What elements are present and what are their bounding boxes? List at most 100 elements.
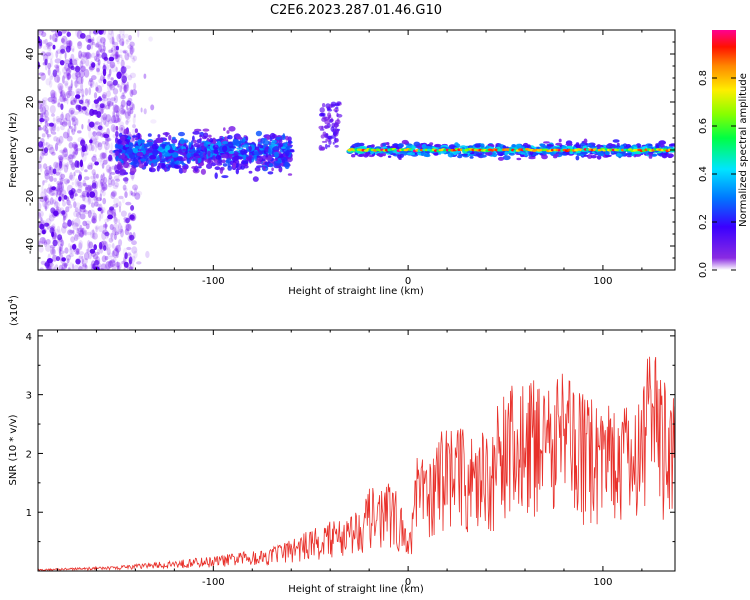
heatmap-cell: [186, 158, 190, 162]
heatmap-cell: [62, 200, 66, 207]
heatmap-cell: [580, 151, 588, 155]
heatmap-cell: [92, 254, 99, 260]
heatmap-cell: [100, 152, 107, 160]
heatmap-cell: [65, 112, 71, 122]
heatmap-cell: [67, 85, 73, 93]
heatmap-cell: [101, 255, 107, 263]
heatmap-cell: [65, 45, 71, 53]
heatmap-cell: [64, 163, 69, 168]
heatmap-cell: [528, 156, 536, 160]
heatmap-cell: [195, 157, 199, 165]
heatmap-cell: [91, 52, 96, 59]
heatmap-cell: [59, 91, 63, 98]
heatmap-cell: [49, 58, 53, 68]
heatmap-cell: [502, 155, 511, 161]
heatmap-cell: [43, 147, 49, 154]
heatmap-cell: [79, 194, 86, 198]
heatmap-cell: [102, 197, 107, 205]
heatmap-cell: [64, 153, 68, 158]
heatmap-cell: [73, 57, 79, 62]
heatmap-cell: [83, 209, 87, 213]
heatmap-cell: [256, 165, 264, 168]
heatmap-cell: [41, 237, 46, 245]
heatmap-cell: [44, 202, 49, 210]
heatmap-cell: [61, 91, 67, 100]
heatmap-cell: [206, 163, 213, 169]
heatmap-cell: [327, 135, 333, 140]
heatmap-cell: [95, 226, 98, 233]
heatmap-cell: [236, 136, 243, 140]
heatmap-cell: [174, 160, 182, 165]
heatmap-cell: [196, 145, 201, 148]
heatmap-cell: [82, 179, 87, 187]
heatmap-cell: [55, 189, 58, 198]
heatmap-cell: [89, 209, 95, 214]
heatmap-cell: [53, 161, 59, 169]
heatmap-cell: [62, 216, 65, 224]
heatmap-cell: [228, 126, 236, 132]
heatmap-cell: [70, 236, 75, 243]
heatmap-cell: [66, 157, 71, 161]
heatmap-cell: [41, 200, 47, 208]
heatmap-cell: [43, 163, 48, 170]
heatmap-cell: [61, 263, 67, 270]
heatmap-cell: [58, 248, 62, 256]
x-tick-label: 0: [405, 276, 411, 287]
heatmap-cell: [221, 159, 227, 164]
heatmap-cell: [58, 196, 62, 202]
heatmap-cell: [63, 164, 69, 173]
heatmap-cell: [90, 202, 95, 208]
heatmap-cell: [268, 163, 274, 168]
heatmap-cell: [106, 138, 112, 142]
heatmap-cell: [66, 40, 70, 45]
heatmap-cell: [74, 143, 81, 147]
heatmap-cell: [95, 197, 102, 202]
snr-panel: -100 0 100 1 2 3 4 Height of straight line (km…: [7, 295, 676, 595]
heatmap-cell: [113, 256, 117, 263]
heatmap-cell: [59, 121, 64, 126]
heatmap-cell: [124, 191, 128, 199]
heatmap-cell: [82, 230, 87, 236]
heatmap-cell: [610, 144, 616, 147]
heatmap-cell: [38, 103, 43, 110]
heatmap-cell: [456, 143, 461, 148]
heatmap-cell: [74, 71, 81, 78]
heatmap-cell: [78, 54, 85, 60]
heatmap-cell: [164, 167, 167, 173]
heatmap-cell: [123, 84, 128, 94]
heatmap-cell: [118, 54, 123, 58]
heatmap-cell: [63, 72, 67, 79]
heatmap-cell: [52, 265, 56, 270]
heatmap-cell: [82, 263, 87, 268]
heatmap-cell: [659, 144, 665, 149]
heatmap-cell: [54, 58, 61, 64]
heatmap-cell: [109, 37, 115, 45]
heatmap-cell: [59, 94, 65, 103]
heatmap-cell: [118, 239, 123, 247]
heatmap-cell: [178, 131, 185, 137]
heatmap-cell: [324, 143, 328, 150]
heatmap-cell: [131, 175, 134, 181]
heatmap-cell: [575, 155, 580, 161]
heatmap-cell: [92, 228, 95, 236]
heatmap-cell: [113, 41, 119, 46]
heatmap-cell: [245, 136, 249, 141]
heatmap-cell: [89, 139, 93, 144]
heatmap-cell: [104, 120, 110, 127]
heatmap-cell: [122, 197, 125, 204]
heatmap-cell: [62, 93, 66, 103]
heatmap-cell: [92, 232, 98, 240]
heatmap-cell: [120, 59, 125, 68]
heatmap-cell: [110, 191, 116, 200]
heatmap-cell: [70, 96, 75, 106]
heatmap-cell: [116, 265, 120, 270]
heatmap-cell: [85, 184, 90, 193]
heatmap-cell: [141, 143, 145, 150]
heatmap-cell: [74, 80, 80, 84]
heatmap-cell: [84, 87, 89, 96]
heatmap-cell: [46, 200, 52, 206]
heatmap-cell: [42, 112, 47, 118]
heatmap-cell: [94, 161, 99, 166]
heatmap-cell: [106, 100, 114, 107]
heatmap-cell: [111, 263, 116, 270]
